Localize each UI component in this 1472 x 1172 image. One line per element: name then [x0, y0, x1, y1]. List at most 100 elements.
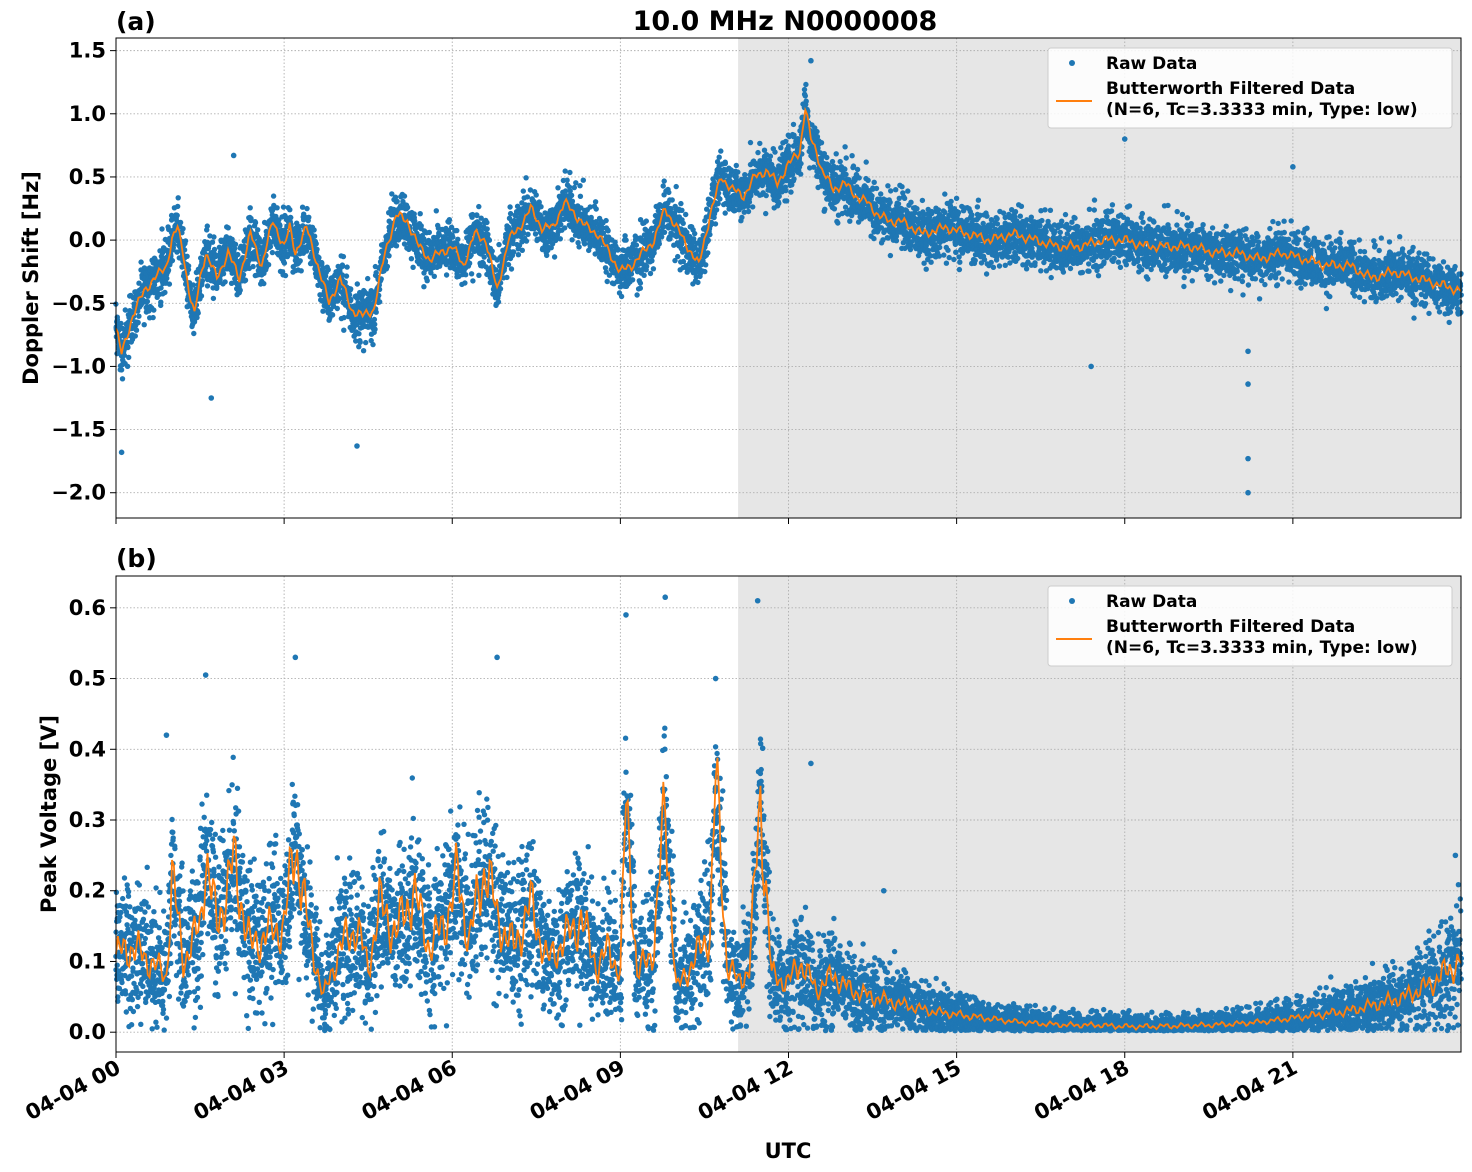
- raw-data-point: [715, 200, 721, 207]
- raw-data-point: [217, 277, 223, 283]
- raw-data-point: [937, 244, 943, 251]
- raw-data-point: [580, 177, 586, 183]
- raw-data-point: [644, 263, 650, 269]
- raw-data-point: [707, 231, 713, 238]
- raw-data-point: [716, 154, 722, 160]
- raw-data-point: [214, 285, 220, 291]
- raw-data-point: [718, 148, 724, 154]
- raw-data-point: [955, 209, 962, 216]
- raw-data-point: [304, 205, 310, 212]
- raw-data-point: [297, 258, 303, 264]
- raw-data-point: [705, 237, 711, 243]
- raw-data-point: [623, 237, 629, 243]
- raw-data-point: [893, 187, 899, 193]
- raw-data-point: [871, 179, 877, 185]
- raw-data-point: [138, 259, 144, 265]
- raw-data-point: [121, 352, 128, 358]
- raw-data-point: [363, 339, 369, 346]
- raw-data-point: [125, 344, 131, 351]
- raw-data-point: [232, 241, 239, 247]
- raw-data-point: [837, 158, 843, 165]
- raw-data-point: [524, 194, 531, 200]
- raw-data-point: [209, 239, 216, 245]
- raw-data-point: [908, 199, 914, 205]
- raw-data-point: [604, 278, 610, 285]
- raw-data-point: [426, 229, 432, 236]
- raw-data-point: [564, 177, 570, 183]
- raw-data-point: [211, 234, 217, 240]
- raw-data-point: [247, 205, 253, 211]
- raw-data-point: [343, 273, 350, 279]
- raw-data-point: [871, 235, 877, 242]
- raw-data-point: [386, 253, 392, 259]
- raw-data-point: [210, 295, 217, 302]
- raw-data-point: [504, 274, 510, 281]
- raw-data-point: [763, 192, 769, 199]
- raw-data-point: [174, 212, 180, 219]
- raw-data-point: [763, 210, 769, 217]
- raw-data-point: [485, 231, 491, 238]
- raw-data-point: [791, 176, 797, 182]
- raw-data-point: [562, 188, 569, 194]
- raw-data-point: [778, 145, 784, 151]
- raw-data-point: [603, 217, 609, 224]
- raw-data-point: [495, 299, 502, 305]
- raw-data-point: [673, 183, 679, 190]
- raw-data-point: [282, 272, 289, 279]
- raw-data-point: [191, 330, 197, 337]
- raw-data-point: [569, 198, 576, 204]
- raw-data-point: [417, 211, 423, 217]
- raw-data-point: [166, 281, 173, 287]
- raw-data-point: [953, 195, 960, 201]
- raw-data-point: [745, 208, 752, 215]
- raw-data-point: [481, 254, 487, 260]
- raw-data-point: [788, 189, 794, 195]
- raw-data-point: [722, 160, 728, 167]
- raw-data-point: [222, 279, 228, 285]
- raw-data-point: [356, 331, 362, 337]
- raw-data-point: [204, 283, 211, 289]
- raw-data-point: [314, 246, 320, 252]
- raw-data-point: [520, 230, 527, 236]
- raw-data-point: [158, 299, 164, 305]
- raw-data-point: [373, 309, 379, 315]
- raw-data-point: [316, 254, 322, 261]
- raw-data-point: [371, 316, 378, 323]
- raw-data-point: [647, 270, 654, 277]
- raw-data-point: [643, 218, 649, 224]
- raw-data-point: [783, 187, 789, 194]
- raw-data-point: [339, 263, 346, 269]
- raw-data-point: [567, 169, 573, 176]
- raw-data-point: [649, 258, 655, 264]
- raw-data-point: [190, 282, 196, 288]
- raw-data-point: [835, 220, 841, 226]
- raw-data-point: [878, 191, 884, 197]
- raw-data-point: [185, 263, 192, 269]
- raw-data-point: [408, 256, 415, 262]
- raw-data-point: [151, 307, 157, 313]
- raw-data-point: [956, 266, 963, 273]
- raw-data-point: [489, 248, 495, 254]
- raw-data-point: [486, 237, 493, 243]
- raw-data-point: [801, 86, 808, 93]
- raw-data-point: [593, 206, 599, 212]
- raw-data-point: [199, 282, 205, 288]
- raw-data-point: [919, 197, 926, 204]
- raw-data-point: [633, 242, 640, 248]
- raw-data-point: [869, 193, 875, 199]
- raw-data-point: [515, 252, 522, 258]
- raw-data-point: [854, 166, 861, 173]
- raw-data-point: [802, 93, 808, 99]
- raw-data-point: [171, 241, 177, 248]
- raw-data-point: [220, 271, 227, 277]
- raw-data-point: [895, 201, 902, 207]
- raw-data-point: [424, 278, 430, 284]
- raw-data-point: [536, 199, 542, 205]
- raw-data-point: [162, 289, 168, 296]
- raw-data-point: [281, 260, 288, 266]
- raw-data-point: [557, 236, 563, 242]
- raw-data-point: [165, 267, 172, 273]
- raw-data-point: [329, 312, 336, 318]
- raw-data-point: [873, 185, 880, 192]
- raw-data-point: [519, 247, 525, 253]
